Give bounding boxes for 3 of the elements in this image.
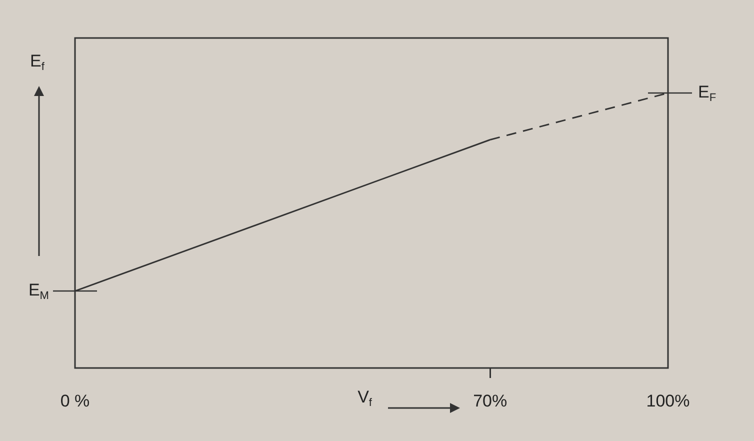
x-tick-label: 0 % [60, 392, 90, 411]
x-tick-label: 100% [646, 392, 690, 411]
x-tick-label: 70% [473, 392, 508, 411]
